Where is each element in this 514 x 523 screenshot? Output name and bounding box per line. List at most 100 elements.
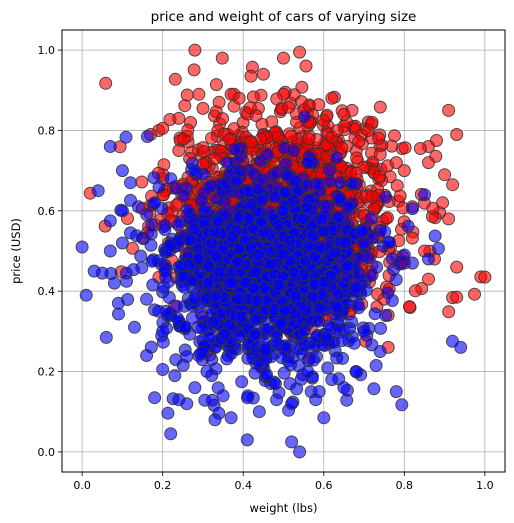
scatter-point: [351, 298, 365, 312]
x-tick-label: 0.0: [73, 479, 91, 492]
x-tick-label: 0.2: [154, 479, 172, 492]
scatter-point: [442, 212, 456, 226]
scatter-point: [398, 141, 412, 155]
scatter-point: [232, 91, 246, 105]
scatter-point: [357, 236, 371, 250]
scatter-point: [245, 197, 259, 211]
scatter-point: [271, 278, 285, 292]
y-tick-label: 0.4: [38, 285, 56, 298]
plot-frame: [61, 29, 506, 473]
scatter-point: [379, 190, 393, 204]
scatter-point: [178, 320, 192, 334]
scatter-point: [180, 350, 194, 363]
scatter-point: [277, 87, 290, 101]
scatter-point: [140, 292, 154, 306]
scatter-point: [337, 107, 351, 121]
scatter-point: [229, 174, 243, 188]
scatter-point: [422, 272, 435, 286]
scatter-point: [278, 303, 292, 317]
scatter-point: [205, 393, 219, 407]
scatter-point: [205, 353, 219, 367]
scatter-point: [395, 398, 409, 412]
scatter-point: [220, 156, 234, 170]
scatter-point: [258, 281, 272, 295]
scatter-point: [260, 148, 274, 162]
scatter-point: [252, 247, 266, 261]
x-tick-label: 0.8: [396, 479, 414, 492]
scatter-point: [115, 236, 129, 250]
scatter-point: [379, 309, 393, 322]
scatter-point: [307, 353, 320, 367]
scatter-point: [148, 391, 162, 405]
y-tick-label: 0.6: [38, 205, 56, 218]
scatter-point: [206, 315, 220, 329]
scatter-point: [163, 239, 177, 253]
scatter-point: [144, 238, 158, 252]
scatter-point: [178, 99, 192, 113]
scatter-point: [148, 196, 162, 210]
scatter-point: [306, 290, 319, 304]
scatter-point: [156, 324, 170, 338]
scatter-point: [317, 411, 331, 425]
scatter-point: [126, 241, 139, 255]
scatter-point: [331, 288, 345, 302]
scatter-point: [390, 179, 404, 193]
scatter-point: [134, 249, 148, 263]
scatter-point: [119, 130, 133, 144]
scatter-point: [345, 177, 359, 191]
x-tick-label: 0.6: [315, 479, 333, 492]
scatter-point: [336, 351, 349, 365]
scatter-point: [99, 330, 113, 344]
scatter-point: [381, 211, 394, 225]
scatter-point: [169, 198, 183, 212]
scatter-point: [188, 164, 202, 178]
scatter-point: [347, 336, 361, 350]
scatter-point: [99, 76, 113, 90]
scatter-point: [365, 190, 379, 204]
scatter-point: [196, 345, 210, 359]
scatter-point: [183, 233, 197, 247]
scatter-point: [309, 393, 323, 407]
scatter-point: [333, 176, 347, 190]
scatter-point: [317, 113, 331, 127]
scatter-point: [158, 223, 172, 236]
scatter-point: [330, 151, 344, 165]
scatter-point: [297, 268, 311, 282]
y-tick-label: 1.0: [38, 44, 56, 57]
scatter-point: [372, 131, 386, 145]
scatter-point: [145, 254, 159, 268]
scatter-point: [320, 330, 334, 344]
x-axis-label: weight (lbs): [250, 501, 318, 515]
scatter-point: [169, 353, 183, 367]
scatter-point: [201, 277, 215, 290]
scatter-point: [322, 319, 336, 333]
scatter-point: [115, 204, 129, 218]
scatter-point: [168, 369, 182, 383]
scatter-point: [389, 385, 403, 399]
scatter-point: [295, 80, 309, 94]
scatter-point: [436, 196, 450, 210]
scatter-point: [418, 188, 431, 202]
scatter-point: [172, 111, 186, 125]
scatter-point: [301, 179, 315, 193]
scatter-point: [284, 254, 297, 268]
scatter-point: [323, 163, 337, 177]
scatter-point: [212, 95, 226, 109]
scatter-point: [140, 349, 154, 362]
scatter-point: [403, 300, 416, 314]
scatter-point: [337, 381, 351, 395]
scatter-point: [225, 276, 239, 290]
scatter-point: [132, 200, 145, 214]
scatter-point: [405, 256, 419, 270]
x-tick-label: 0.4: [234, 479, 252, 492]
scatter-point: [285, 397, 299, 411]
scatter-point: [228, 142, 242, 156]
scatter-point: [248, 328, 262, 342]
scatter-point: [385, 294, 399, 307]
y-tick-label: 0.0: [38, 446, 56, 459]
scatter-point: [103, 244, 117, 258]
scatter-point: [256, 67, 270, 81]
scatter-point: [350, 151, 364, 165]
